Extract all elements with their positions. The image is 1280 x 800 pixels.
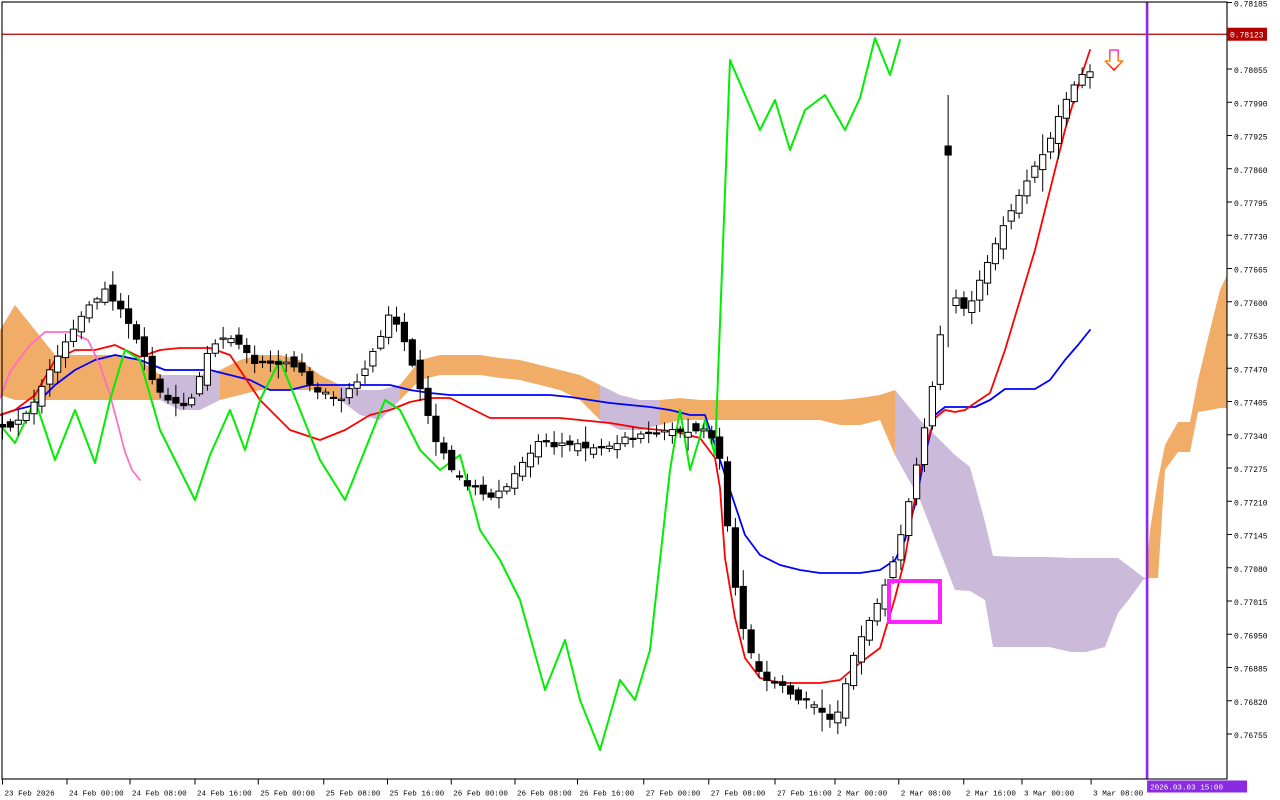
svg-text:0.77860: 0.77860 bbox=[1234, 167, 1268, 176]
svg-text:3 Mar 08:00: 3 Mar 08:00 bbox=[1093, 791, 1144, 799]
svg-text:0.77015: 0.77015 bbox=[1234, 599, 1268, 608]
svg-text:0.76885: 0.76885 bbox=[1234, 666, 1268, 675]
svg-text:24 Feb 00:00: 24 Feb 00:00 bbox=[69, 791, 124, 799]
svg-text:0.77795: 0.77795 bbox=[1234, 200, 1268, 209]
svg-text:24 Feb 08:00: 24 Feb 08:00 bbox=[132, 791, 187, 799]
svg-text:0.77600: 0.77600 bbox=[1234, 300, 1268, 309]
svg-text:23 Feb 2026: 23 Feb 2026 bbox=[5, 791, 56, 799]
svg-text:0.78055: 0.78055 bbox=[1234, 67, 1268, 76]
svg-text:0.77405: 0.77405 bbox=[1234, 400, 1268, 409]
svg-text:27 Feb 08:00: 27 Feb 08:00 bbox=[711, 791, 766, 799]
svg-text:26 Feb 16:00: 26 Feb 16:00 bbox=[580, 791, 635, 799]
svg-text:0.77145: 0.77145 bbox=[1234, 533, 1268, 542]
svg-text:2 Mar 16:00: 2 Mar 16:00 bbox=[966, 791, 1017, 799]
svg-text:0.77080: 0.77080 bbox=[1234, 566, 1268, 575]
svg-text:0.77470: 0.77470 bbox=[1234, 366, 1268, 375]
svg-text:0.78123: 0.78123 bbox=[1230, 31, 1264, 40]
svg-text:27 Feb 00:00: 27 Feb 00:00 bbox=[646, 791, 701, 799]
svg-text:2 Mar 08:00: 2 Mar 08:00 bbox=[901, 791, 952, 799]
svg-text:0.77275: 0.77275 bbox=[1234, 466, 1268, 475]
svg-text:0.76755: 0.76755 bbox=[1234, 732, 1268, 741]
svg-text:25 Feb 00:00: 25 Feb 00:00 bbox=[260, 791, 315, 799]
svg-text:0.76950: 0.76950 bbox=[1234, 632, 1268, 641]
svg-text:2026.03.03 15:00: 2026.03.03 15:00 bbox=[1150, 785, 1223, 793]
svg-text:0.77925: 0.77925 bbox=[1234, 134, 1268, 143]
svg-text:0.77665: 0.77665 bbox=[1234, 267, 1268, 276]
svg-text:26 Feb 08:00: 26 Feb 08:00 bbox=[517, 791, 572, 799]
svg-text:0.77990: 0.77990 bbox=[1234, 100, 1268, 109]
svg-text:0.76820: 0.76820 bbox=[1234, 699, 1268, 708]
svg-text:3 Mar 00:00: 3 Mar 00:00 bbox=[1024, 791, 1075, 799]
svg-text:2 Mar 00:00: 2 Mar 00:00 bbox=[837, 791, 888, 799]
svg-text:26 Feb 00:00: 26 Feb 00:00 bbox=[453, 791, 508, 799]
svg-text:0.77535: 0.77535 bbox=[1234, 333, 1268, 342]
svg-text:0.78185: 0.78185 bbox=[1234, 1, 1268, 10]
svg-text:25 Feb 08:00: 25 Feb 08:00 bbox=[326, 791, 381, 799]
svg-text:0.77210: 0.77210 bbox=[1234, 499, 1268, 508]
svg-text:27 Feb 16:00: 27 Feb 16:00 bbox=[777, 791, 832, 799]
svg-text:0.77730: 0.77730 bbox=[1234, 233, 1268, 242]
svg-text:25 Feb 16:00: 25 Feb 16:00 bbox=[390, 791, 445, 799]
svg-text:0.77340: 0.77340 bbox=[1234, 433, 1268, 442]
svg-text:24 Feb 16:00: 24 Feb 16:00 bbox=[197, 791, 252, 799]
